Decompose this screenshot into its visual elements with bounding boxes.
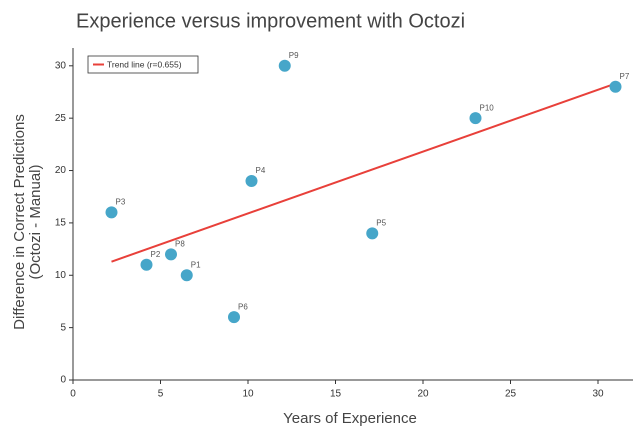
legend-label: Trend line (r=0.655) bbox=[107, 59, 182, 69]
x-tick-label: 0 bbox=[70, 389, 76, 400]
x-tick-label: 20 bbox=[417, 389, 429, 400]
point-label: P7 bbox=[620, 72, 630, 81]
point-label: P8 bbox=[175, 239, 185, 248]
chart-title: Experience versus improvement with Octoz… bbox=[76, 10, 465, 32]
point bbox=[469, 112, 482, 125]
point bbox=[180, 269, 193, 282]
point-label: P9 bbox=[289, 51, 299, 60]
point-label: P6 bbox=[238, 302, 248, 311]
point bbox=[228, 311, 240, 324]
y-axis-title: (Octozi - Manual) bbox=[27, 164, 44, 279]
point bbox=[245, 175, 258, 188]
x-tick-label: 15 bbox=[330, 389, 342, 400]
point-label: P4 bbox=[256, 166, 266, 175]
point bbox=[105, 206, 118, 219]
point-label: P2 bbox=[151, 250, 161, 259]
point-label: P5 bbox=[376, 218, 386, 227]
y-tick-label: 0 bbox=[60, 375, 66, 386]
point bbox=[140, 258, 153, 271]
point bbox=[165, 248, 177, 261]
point-label: P3 bbox=[116, 198, 126, 207]
y-tick-label: 25 bbox=[55, 113, 67, 124]
point bbox=[609, 80, 622, 93]
point-label: P1 bbox=[191, 260, 201, 269]
x-tick-label: 5 bbox=[158, 389, 164, 400]
trend-line bbox=[111, 82, 616, 263]
y-tick-label: 20 bbox=[55, 165, 67, 176]
point-label: P10 bbox=[480, 103, 495, 112]
point bbox=[366, 227, 379, 240]
y-tick-label: 30 bbox=[55, 60, 67, 71]
y-axis-title: Difference in Correct Predictions bbox=[11, 114, 28, 330]
y-tick-label: 10 bbox=[55, 270, 67, 281]
point bbox=[278, 59, 291, 72]
y-tick-label: 5 bbox=[60, 322, 66, 333]
x-tick-label: 30 bbox=[592, 389, 604, 400]
legend-box bbox=[87, 55, 199, 74]
x-tick-label: 10 bbox=[242, 389, 254, 400]
x-tick-label: 25 bbox=[505, 389, 517, 400]
y-tick-label: 15 bbox=[55, 218, 67, 229]
x-axis-title: Years of Experience bbox=[283, 410, 417, 427]
